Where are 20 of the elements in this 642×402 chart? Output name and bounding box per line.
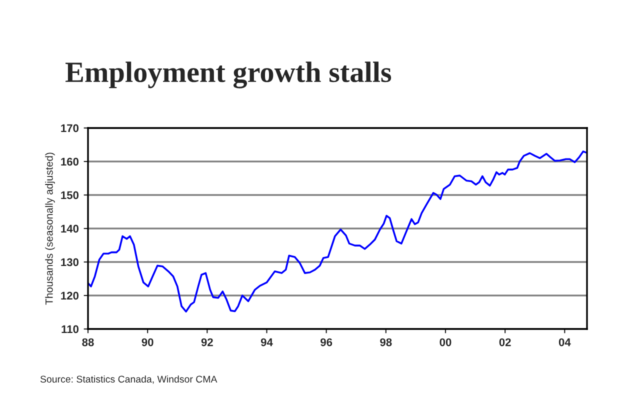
x-tick-label: 94 [260,338,273,346]
x-tick-label: 04 [558,338,571,346]
x-tick-label: 92 [201,338,213,346]
y-tick-label: 130 [61,258,79,266]
y-tick-label: 140 [61,224,79,233]
y-tick-label: 170 [61,124,79,132]
x-tick-label: 02 [499,338,511,346]
x-tick-label: 00 [440,338,452,346]
x-tick-label: 96 [320,338,332,346]
x-tick-label: 90 [142,338,154,346]
source-note: Source: Statistics Canada, Windsor CMA [40,375,218,384]
x-tick-label: 88 [82,338,94,346]
y-tick-label: 120 [61,292,79,300]
y-tick-label: 110 [62,325,79,334]
x-tick-label: 98 [380,338,392,346]
y-axis-title: Thousands (seasonally adjusted) [45,152,55,305]
chart-title: Employment growth stalls [65,62,392,88]
y-tick-label: 160 [61,158,79,166]
line-series [88,150,587,312]
y-tick-label: 150 [61,191,79,200]
